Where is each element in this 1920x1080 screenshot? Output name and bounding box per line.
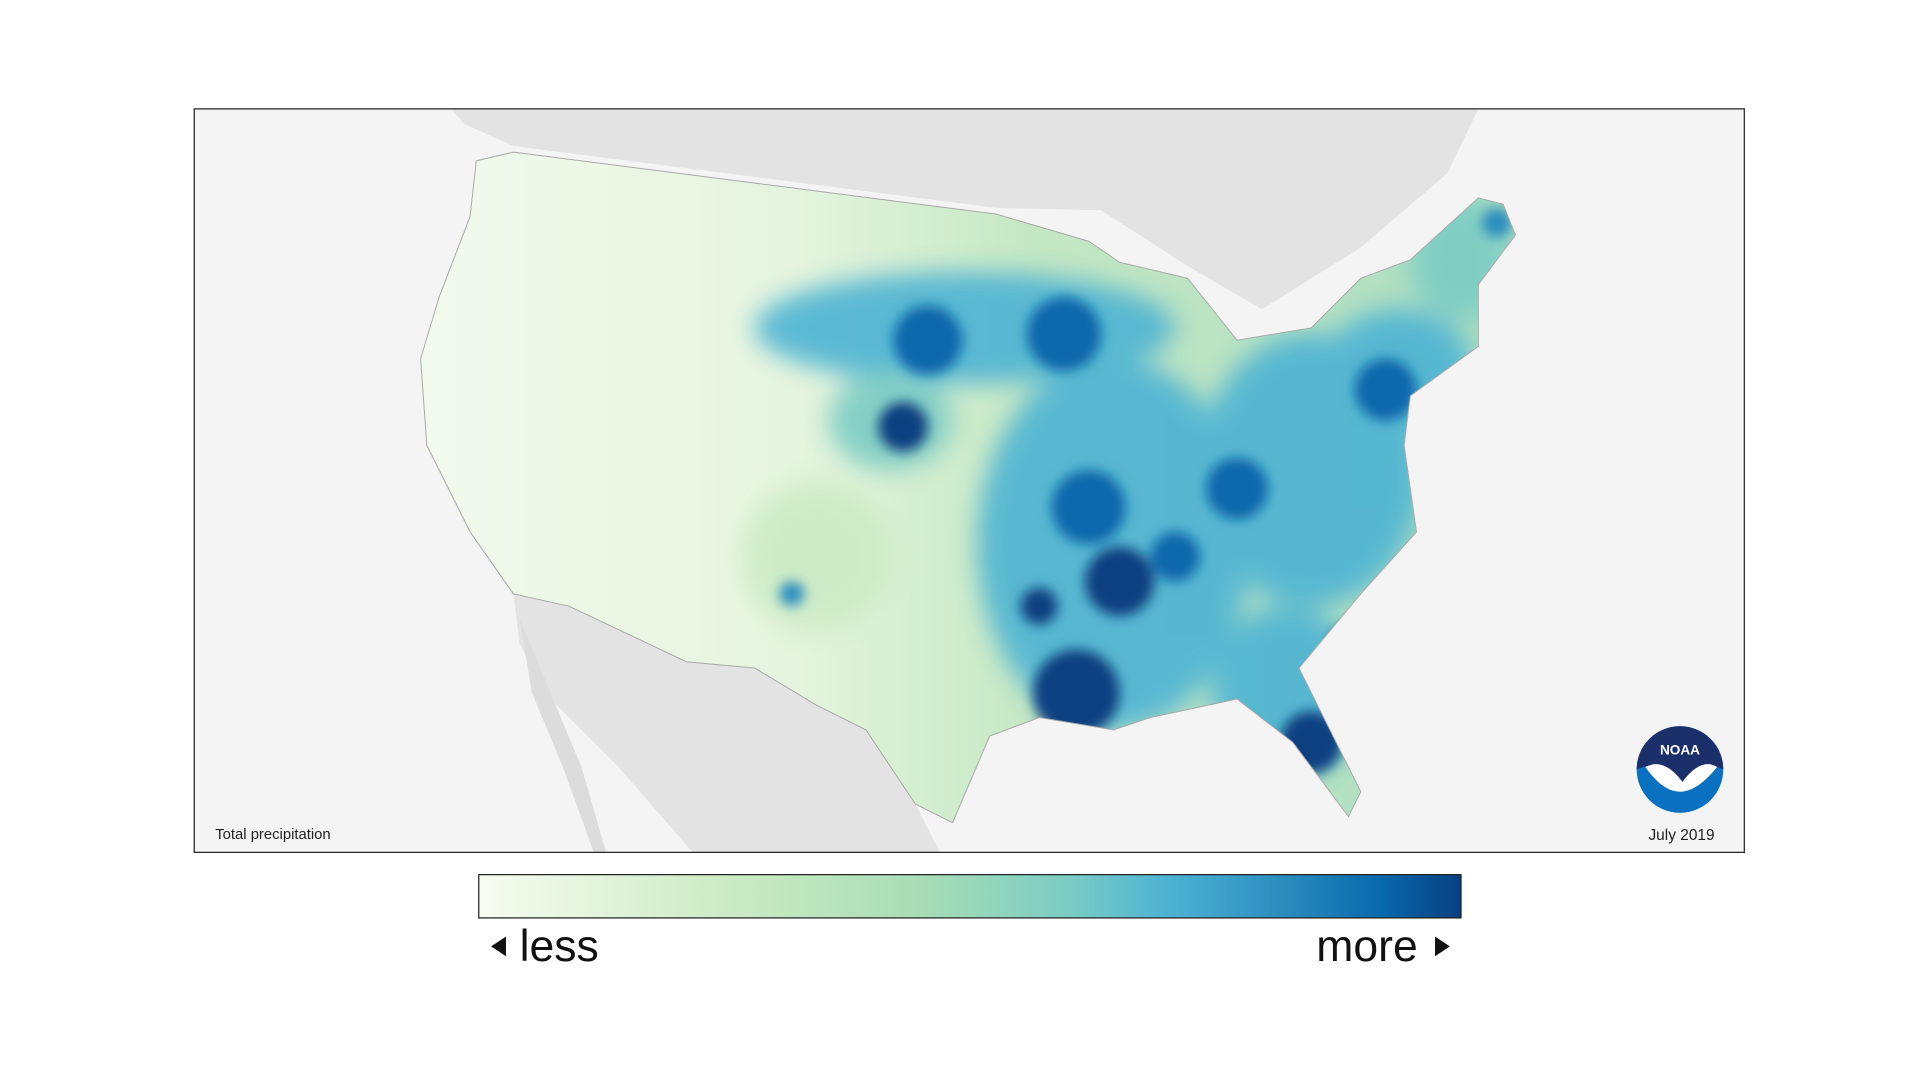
map-shape (1206, 457, 1269, 520)
map-shape (878, 402, 928, 452)
mexico (513, 593, 941, 853)
canada (451, 108, 1479, 310)
logo-text: NOAA (1660, 743, 1700, 758)
map-shape (779, 581, 805, 607)
map-shape (742, 482, 891, 631)
map-shape (1026, 296, 1102, 372)
map-shape (1354, 358, 1417, 421)
map-shape (977, 358, 1250, 730)
more-arrow (1435, 936, 1450, 957)
map-shape (1020, 587, 1058, 625)
noaa-logo: NOAA (1636, 726, 1724, 813)
less-arrow (491, 936, 506, 957)
legend-high-label: more (1316, 922, 1417, 971)
map-shape (1051, 470, 1126, 545)
map-date: July 2019 (1648, 827, 1714, 844)
map-shape (1150, 531, 1200, 582)
map-layer: Total precipitation July 2019 NOAA less … (193, 108, 1745, 971)
map-shape (1482, 207, 1512, 238)
map-caption: Total precipitation (215, 827, 330, 843)
map-shape (893, 305, 963, 375)
logo-gull (1645, 764, 1718, 792)
map-frame (193, 108, 1745, 853)
legend-low-label: less (520, 922, 599, 971)
logo-sky (1636, 726, 1724, 782)
baja (519, 618, 607, 853)
legend-bar (478, 874, 1462, 919)
map-shape (1032, 649, 1120, 737)
map-shape (1084, 546, 1155, 617)
surrounding-land (451, 108, 1479, 853)
